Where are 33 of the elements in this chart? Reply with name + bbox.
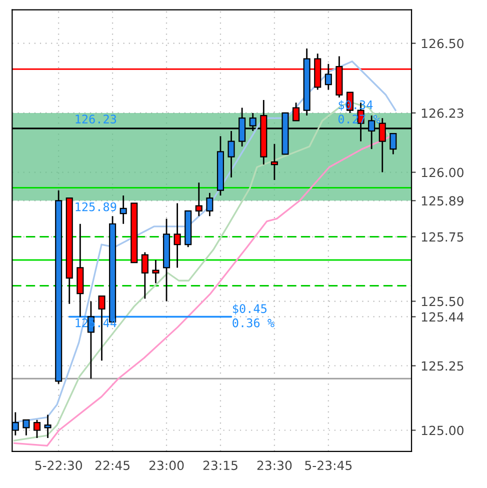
y-tick-label: 125.50 bbox=[422, 296, 464, 306]
y-tick-label: 125.44 bbox=[422, 312, 464, 322]
x-tick-label: 23:15 bbox=[203, 460, 238, 470]
candlestick bbox=[141, 252, 148, 300]
x-tick-label: 5-23:45 bbox=[305, 460, 352, 470]
y-tick-label: 125.89 bbox=[422, 196, 464, 206]
y-tick-label: 126.50 bbox=[422, 38, 464, 48]
annotation: 126.23 bbox=[76, 114, 116, 124]
y-tick-label: 126.23 bbox=[422, 108, 464, 118]
candlestick bbox=[120, 194, 127, 225]
y-tick-label: 125.00 bbox=[422, 426, 464, 436]
annotation: 0.36 % bbox=[232, 318, 274, 328]
candlestick bbox=[324, 63, 332, 90]
annotation: $0.45 bbox=[232, 304, 266, 315]
candlestick bbox=[292, 102, 300, 122]
candlestick bbox=[206, 192, 214, 217]
y-tick-label: 125.75 bbox=[422, 232, 464, 242]
candlestick bbox=[390, 132, 397, 155]
candlestick bbox=[22, 419, 30, 436]
candlestick bbox=[195, 182, 202, 217]
x-tick-label: 5-22:30 bbox=[35, 460, 82, 470]
y-tick-label: 126.00 bbox=[422, 168, 464, 178]
x-tick-label: 22:45 bbox=[95, 460, 130, 470]
candlestick bbox=[33, 419, 41, 439]
candlestick bbox=[228, 130, 235, 178]
x-tick-label: 23:30 bbox=[257, 460, 292, 470]
candlestick bbox=[174, 202, 181, 268]
candlestick bbox=[44, 414, 52, 439]
y-tick-label: 125.25 bbox=[422, 361, 464, 371]
annotation: 125.89 bbox=[76, 202, 116, 212]
candlestick bbox=[152, 259, 160, 284]
x-tick-label: 23:00 bbox=[149, 460, 184, 470]
candlestick bbox=[270, 143, 278, 181]
